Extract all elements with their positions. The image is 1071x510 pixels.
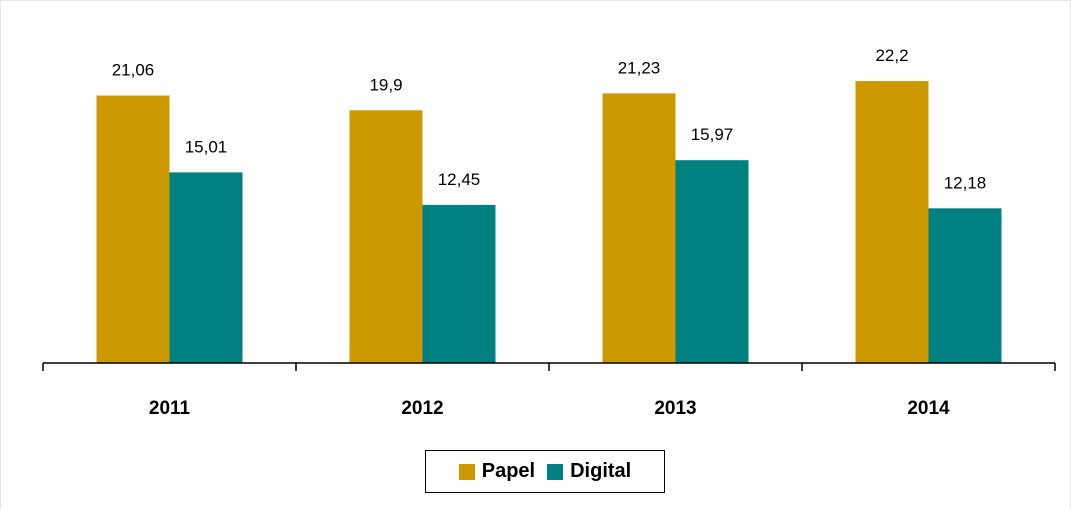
legend-item-digital: Digital <box>547 460 631 483</box>
x-axis: 2011 2012 2013 2014 <box>42 362 1056 419</box>
category-label-2012: 2012 <box>401 398 443 419</box>
bar-digital-2014 <box>928 208 1002 363</box>
data-label-papel-2011: 21,06 <box>112 61 155 80</box>
legend-label-digital: Digital <box>570 460 632 482</box>
legend-swatch-papel <box>458 463 475 480</box>
legend-label-papel: Papel <box>481 460 536 482</box>
bar-digital-2013 <box>675 160 749 363</box>
bar-papel-2012 <box>349 110 423 364</box>
data-label-digital-2014: 12,18 <box>944 173 987 192</box>
data-label-papel-2012: 19,9 <box>369 75 402 94</box>
data-label-digital-2011: 15,01 <box>185 137 228 156</box>
data-label-papel-2014: 22,2 <box>875 46 908 65</box>
bars-layer <box>96 81 1002 364</box>
data-label-papel-2013: 21,23 <box>618 58 661 77</box>
category-label-2013: 2013 <box>654 398 696 419</box>
category-label-2011: 2011 <box>149 398 191 419</box>
category-label-2014: 2014 <box>907 398 950 419</box>
legend-item-papel: Papel <box>458 460 536 483</box>
legend: Papel Digital <box>425 450 665 493</box>
bar-papel-2013 <box>602 93 676 363</box>
bar-digital-2011 <box>169 172 243 363</box>
data-label-digital-2012: 12,45 <box>438 170 481 189</box>
bar-papel-2011 <box>96 95 170 364</box>
bar-digital-2012 <box>422 204 496 363</box>
bar-papel-2014 <box>855 81 929 363</box>
data-labels-layer: 21,06 15,01 19,9 12,45 21,23 15,97 22,2 12,18 <box>112 46 987 192</box>
legend-swatch-digital <box>547 463 564 480</box>
data-label-digital-2013: 15,97 <box>691 125 734 144</box>
